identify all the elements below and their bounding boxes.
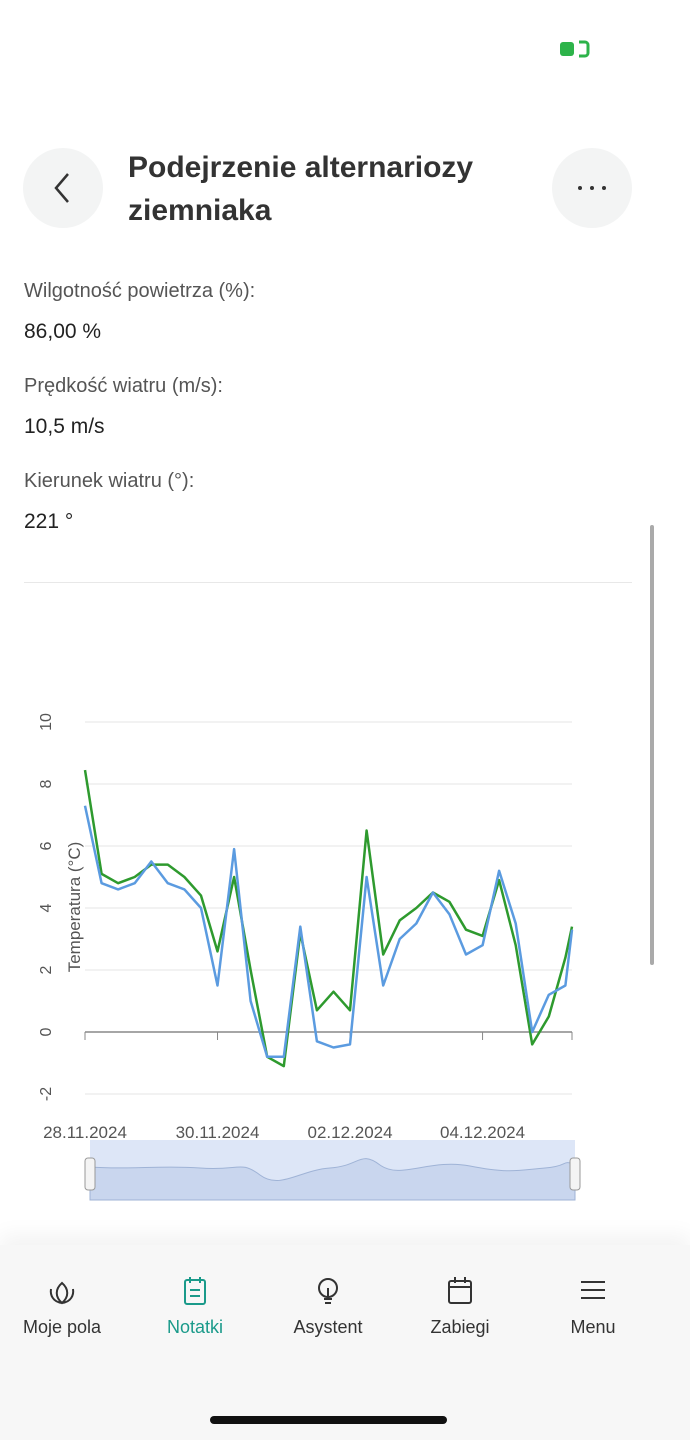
navigator-preview xyxy=(89,1158,576,1201)
navigator-handle[interactable] xyxy=(84,1157,96,1191)
page-title: Podejrzenie alternariozy ziemniaka xyxy=(128,151,474,227)
nav-item[interactable]: Zabiegi xyxy=(395,1275,525,1338)
x-tick-label: 02.12.2024 xyxy=(307,1123,392,1142)
more-button[interactable] xyxy=(552,148,632,228)
navigator-handle[interactable] xyxy=(569,1157,581,1191)
x-tick-label: 04.12.2024 xyxy=(440,1123,525,1142)
x-tick-label: 28.11.2024 xyxy=(43,1123,127,1142)
nav-label: Zabiegi xyxy=(430,1317,490,1337)
y-tick-label: 4 xyxy=(38,903,55,912)
field-value: 221 ° xyxy=(24,510,74,533)
nav-icon xyxy=(184,1277,206,1305)
nav-item[interactable]: Moje pola xyxy=(0,1275,127,1338)
nav-label: Moje pola xyxy=(22,1317,102,1337)
nav-item[interactable]: Asystent xyxy=(263,1275,393,1338)
line-series xyxy=(83,805,574,1059)
nav-item[interactable]: Menu xyxy=(528,1275,658,1338)
nav-icon xyxy=(49,1281,75,1305)
field-value: 10,5 m/s xyxy=(24,415,105,438)
line-series xyxy=(83,769,574,1068)
y-tick-label: 10 xyxy=(38,713,55,731)
x-tick-label: 30.11.2024 xyxy=(176,1123,260,1142)
nav-label: Notatki xyxy=(166,1317,224,1337)
nav-label: Menu xyxy=(570,1317,616,1337)
scrollbar xyxy=(650,525,654,965)
y-tick-label: 2 xyxy=(38,965,55,974)
y-tick-label: 8 xyxy=(38,779,55,788)
nav-icon xyxy=(318,1278,338,1304)
field-label: Kierunek wiatru (°): xyxy=(24,470,195,492)
field-value: 86,00 % xyxy=(24,320,102,343)
y-tick-label: 6 xyxy=(38,841,55,850)
nav-label: Asystent xyxy=(293,1317,363,1337)
home-indicator xyxy=(210,1416,447,1424)
nav-item[interactable]: Notatki xyxy=(130,1275,260,1338)
field-label: Wilgotność powietrza (%): xyxy=(24,280,256,302)
chart: Temperatura (°C) -2 0 2 4 6 8 10 28.11.2024 30.1… xyxy=(38,713,581,1201)
field-label: Prędkość wiatru (m/s): xyxy=(24,375,223,397)
y-tick-label: -2 xyxy=(38,1087,55,1101)
y-axis-label: Temperatura (°C) xyxy=(65,842,84,973)
bottom-nav xyxy=(0,1245,690,1440)
nav-icon xyxy=(448,1277,472,1304)
y-tick-label: 0 xyxy=(38,1027,55,1036)
nav-icon xyxy=(581,1281,605,1299)
back-button[interactable] xyxy=(23,148,103,228)
battery-icon xyxy=(560,40,590,58)
divider xyxy=(24,582,632,583)
